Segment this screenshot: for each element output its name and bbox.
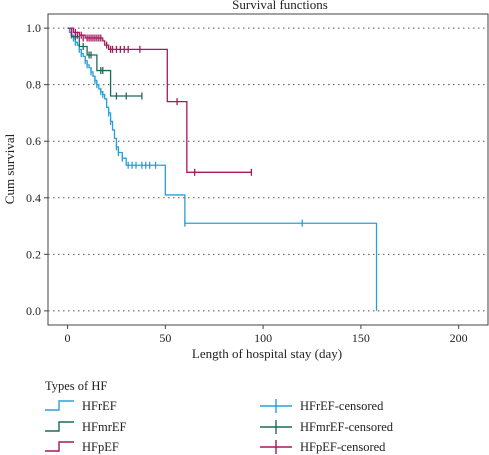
legend-label: HFpEF	[82, 440, 119, 454]
y-tick-label: 1.0	[26, 21, 41, 35]
legend-censored-label: HFpEF-censored	[300, 440, 386, 454]
legend-censored-label: HFrEF-censored	[300, 399, 384, 413]
legend-label: HFmrEF	[82, 420, 127, 434]
x-tick-label: 200	[450, 331, 468, 345]
x-axis-ticks: 0 50 100 150 200	[65, 325, 468, 345]
plot-frame	[47, 13, 489, 326]
x-axis-title: Length of hospital stay (day)	[192, 346, 342, 361]
x-tick-label: 0	[65, 331, 71, 345]
chart-title: Survival functions	[232, 0, 328, 12]
y-tick-label: 0.0	[26, 304, 41, 318]
legend-label: HFrEF	[82, 399, 117, 413]
y-tick-label: 0.2	[26, 247, 41, 261]
legend-censored-label: HFmrEF-censored	[300, 420, 394, 434]
y-tick-label: 0.6	[26, 134, 41, 148]
x-tick-label: 100	[254, 331, 272, 345]
legend-title: Types of HF	[45, 379, 107, 393]
y-tick-label: 0.4	[26, 191, 41, 205]
legend-step-icon	[45, 441, 74, 452]
survival-curve-hfpef	[67, 27, 252, 173]
gridlines	[48, 27, 488, 312]
legend: Types of HF HFrEF HFrEF-censored HFmrEF HFm…	[45, 379, 394, 454]
legend-step-icon	[45, 421, 74, 432]
series-layer	[67, 27, 378, 311]
survival-curve-hfmref	[67, 27, 142, 97]
x-tick-label: 50	[159, 331, 171, 345]
legend-step-icon	[45, 400, 74, 411]
x-tick-label: 150	[352, 331, 370, 345]
survival-curve-hfref	[67, 27, 378, 311]
y-axis-ticks: 0.0 0.2 0.4 0.6 0.8 1.0	[26, 21, 48, 318]
y-axis-title: Cum survival	[2, 133, 17, 204]
y-tick-label: 0.8	[26, 78, 41, 92]
